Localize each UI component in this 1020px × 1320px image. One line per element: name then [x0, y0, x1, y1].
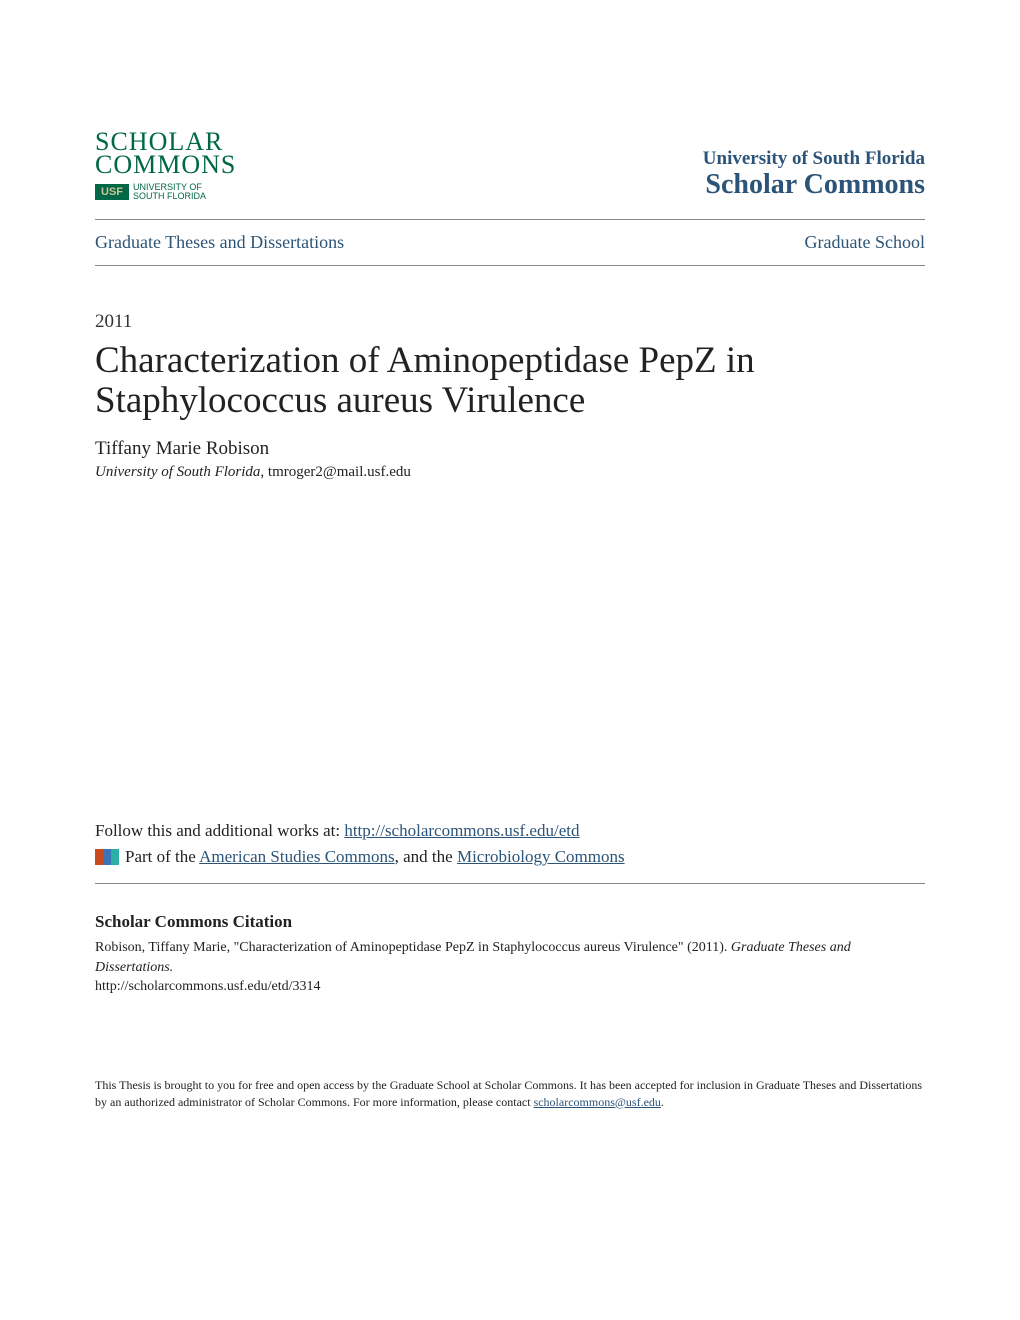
commons-link-1[interactable]: American Studies Commons: [199, 847, 394, 866]
nav-right-link[interactable]: Graduate School: [805, 232, 925, 253]
footer-period: .: [661, 1095, 664, 1109]
year: 2011: [95, 311, 925, 333]
follow-url-link[interactable]: http://scholarcommons.usf.edu/etd: [344, 821, 579, 840]
institution-repo[interactable]: Scholar Commons: [703, 170, 925, 201]
divider-citation: [95, 883, 925, 884]
logo-line2: COMMONS: [95, 153, 236, 176]
affiliation: University of South Florida, tmroger2@ma…: [95, 464, 925, 481]
follow-label-text: Follow this and additional works at:: [95, 821, 344, 840]
icon-segment-2: [103, 849, 111, 865]
page-container: SCHOLAR COMMONS USF UNIVERSITY OF SOUTH …: [0, 0, 1020, 1171]
follow-block: Follow this and additional works at: htt…: [95, 821, 925, 867]
nav-left-link[interactable]: Graduate Theses and Dissertations: [95, 232, 344, 253]
citation-body: Robison, Tiffany Marie, "Characterizatio…: [95, 940, 731, 955]
divider-bottom: [95, 265, 925, 266]
icon-segment-1: [95, 849, 103, 865]
logo-block: SCHOLAR COMMONS USF UNIVERSITY OF SOUTH …: [95, 130, 236, 201]
author-name: Tiffany Marie Robison: [95, 438, 925, 460]
usf-line2: SOUTH FLORIDA: [133, 192, 206, 201]
citation-block: Scholar Commons Citation Robison, Tiffan…: [95, 898, 925, 997]
footer-text: This Thesis is brought to you for free a…: [95, 1077, 925, 1111]
citation-heading: Scholar Commons Citation: [95, 912, 925, 932]
footer-email-link[interactable]: scholarcommons@usf.edu: [534, 1095, 661, 1109]
part-of-line: Part of the American Studies Commons, an…: [95, 847, 925, 867]
paper-title: Characterization of Aminopeptidase PepZ …: [95, 341, 925, 422]
affiliation-email: , tmroger2@mail.usf.edu: [260, 464, 410, 480]
header-row: SCHOLAR COMMONS USF UNIVERSITY OF SOUTH …: [95, 130, 925, 201]
follow-line: Follow this and additional works at: htt…: [95, 821, 925, 841]
citation-text-line: Robison, Tiffany Marie, "Characterizatio…: [95, 938, 925, 977]
footer-body: This Thesis is brought to you for free a…: [95, 1078, 922, 1109]
part-of-and: , and the: [395, 847, 457, 866]
citation-handle: http://scholarcommons.usf.edu/etd/3314: [95, 977, 925, 997]
usf-text-block: UNIVERSITY OF SOUTH FLORIDA: [133, 183, 206, 201]
institution-block: University of South Florida Scholar Comm…: [703, 148, 925, 201]
icon-segment-3: [111, 849, 119, 865]
usf-badge: USF: [95, 184, 129, 200]
network-icon: [95, 849, 119, 865]
part-of-prefix: Part of the: [125, 847, 199, 866]
nav-row: Graduate Theses and Dissertations Gradua…: [95, 220, 925, 265]
commons-link-2[interactable]: Microbiology Commons: [457, 847, 625, 866]
part-of-text: Part of the American Studies Commons, an…: [125, 847, 625, 867]
affiliation-name: University of South Florida: [95, 464, 260, 480]
logo-usf-row: USF UNIVERSITY OF SOUTH FLORIDA: [95, 183, 236, 201]
institution-name: University of South Florida: [703, 148, 925, 170]
